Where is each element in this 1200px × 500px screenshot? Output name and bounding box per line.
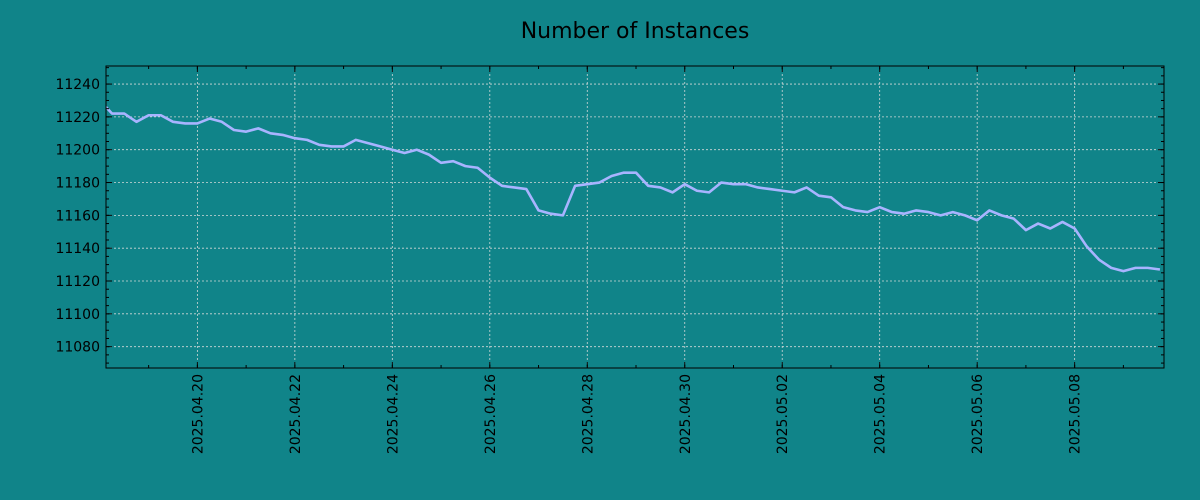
series-layer	[106, 106, 1161, 273]
chart-title: Number of Instances	[521, 19, 750, 44]
y-tick-label: 11100	[55, 307, 100, 323]
x-tick-label: 2025.05.08	[1068, 374, 1084, 454]
y-tick-label: 11200	[55, 143, 100, 159]
y-tick-label: 11140	[55, 241, 100, 257]
x-tick-label: 2025.04.24	[385, 374, 401, 454]
x-tick-label: 2025.04.22	[288, 374, 304, 454]
y-tick-label: 11080	[55, 340, 100, 356]
x-tick-label: 2025.04.26	[483, 374, 499, 454]
grid-lines	[106, 66, 1164, 368]
x-tick-label: 2025.05.04	[873, 374, 889, 454]
x-tick-label: 2025.05.02	[775, 374, 791, 454]
y-tick-label: 11240	[55, 77, 100, 93]
x-tick-label: 2025.05.06	[970, 374, 986, 454]
x-tick-label: 2025.04.30	[678, 374, 694, 454]
y-tick-label: 11180	[55, 176, 100, 192]
axes: 2025.04.20 2025.04.22 2025.04.24 2025.04.26…	[55, 65, 1165, 454]
x-tick-label: 2025.04.28	[580, 374, 596, 454]
series-line	[106, 106, 1161, 273]
plot-frame	[105, 65, 1165, 369]
y-tick-label: 11160	[55, 208, 100, 224]
plot-area	[106, 66, 1164, 368]
y-tick-label: 11220	[55, 110, 100, 126]
x-tick-label: 2025.04.20	[190, 374, 206, 454]
y-tick-label: 11120	[55, 274, 100, 290]
